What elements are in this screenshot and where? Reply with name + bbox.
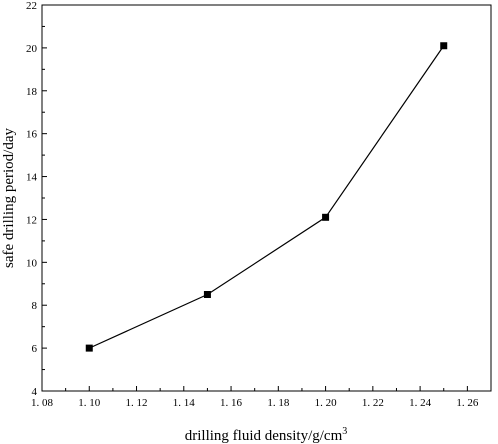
data-point-marker (322, 213, 330, 221)
x-tick-label: 1. 22 (362, 397, 384, 409)
data-point-marker (440, 42, 448, 50)
x-tick-label: 1. 10 (78, 397, 101, 409)
data-point-marker (203, 291, 211, 298)
series-layer (85, 42, 448, 352)
y-axis-ticks: 4 6 8 10 12 14 16 18 20 22 (26, 0, 47, 398)
y-tick-label: 8 (32, 300, 38, 312)
y-tick-label: 6 (32, 343, 38, 355)
series-line (89, 45, 445, 349)
y-tick-label: 4 (32, 386, 38, 398)
y-axis-title: safe drilling period/day (1, 128, 17, 268)
x-tick-label: 1. 18 (267, 397, 290, 409)
y-tick-label: 22 (26, 0, 37, 12)
x-tick-label: 1. 16 (220, 397, 243, 409)
y-tick-label: 18 (26, 86, 38, 98)
x-tick-label: 1. 26 (456, 397, 479, 409)
x-tick-label: 1. 20 (315, 397, 338, 409)
y-tick-label: 20 (26, 43, 38, 55)
y-tick-label: 10 (26, 257, 38, 269)
x-tick-label: 1. 08 (31, 397, 54, 409)
x-tick-label: 1. 24 (409, 397, 432, 409)
x-axis-title-superscript: 3 (342, 426, 347, 437)
y-tick-label: 12 (26, 214, 37, 226)
y-tick-label: 16 (26, 129, 38, 141)
x-tick-label: 1. 14 (173, 397, 196, 409)
x-tick-label: 1. 12 (126, 397, 148, 409)
x-axis-title-text: drilling fluid density/g/cm (185, 428, 343, 444)
plot-area (41, 4, 492, 392)
data-point-marker (85, 344, 93, 352)
x-axis-ticks: 1. 08 1. 10 1. 12 1. 14 1. 16 1. 18 1. 20 1. 22… (31, 386, 479, 409)
x-axis-title: drilling fluid density/g/cm3 (185, 426, 348, 444)
y-tick-label: 14 (26, 172, 38, 184)
